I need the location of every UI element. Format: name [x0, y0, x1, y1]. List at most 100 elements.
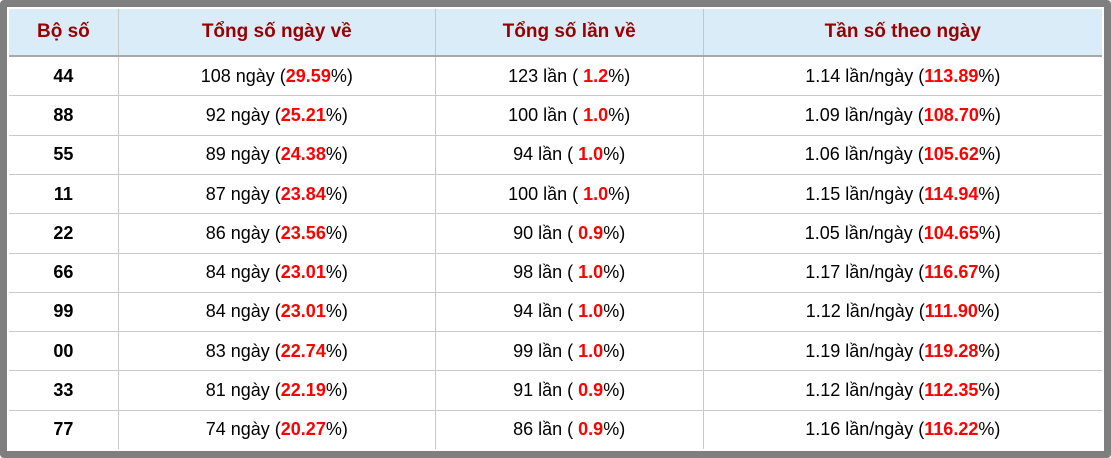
- freq-percent: 114.94: [924, 183, 979, 204]
- days-percent: 23.84: [280, 183, 326, 204]
- days-percent: 23.01: [280, 301, 326, 322]
- total-times-cell: 94 lần ( 1.0%): [434, 134, 704, 175]
- total-days-cell: 81 ngày (22.19%): [117, 370, 436, 411]
- total-days-cell: 84 ngày (23.01%): [117, 252, 436, 293]
- pair-number: 99: [9, 291, 119, 333]
- frequency-cell: 1.14 lần/ngày (113.89%): [702, 55, 1102, 97]
- pair-number: 55: [9, 134, 119, 175]
- freq-suffix: %): [977, 301, 1000, 322]
- days-text: 86 ngày (: [205, 222, 281, 243]
- table-row: 66 84 ngày (23.01%) 98 lần ( 1.0%) 1.17 …: [9, 252, 1102, 293]
- total-times-cell: 90 lần ( 0.9%): [434, 213, 704, 254]
- total-days-cell: 108 ngày (29.59%): [117, 55, 436, 97]
- total-days-cell: 84 ngày (23.01%): [117, 291, 436, 333]
- days-percent: 23.56: [280, 222, 326, 243]
- times-percent: 1.2: [583, 65, 609, 86]
- days-text: 81 ngày (: [205, 380, 281, 401]
- freq-suffix: %): [978, 65, 1001, 86]
- table-row: 00 83 ngày (22.74%) 99 lần ( 1.0%) 1.19 …: [9, 331, 1102, 372]
- days-suffix: %): [325, 144, 348, 165]
- pair-number: 88: [9, 95, 119, 136]
- total-times-cell: 123 lần ( 1.2%): [434, 55, 704, 97]
- freq-text: 1.06 lần/ngày (: [804, 144, 924, 165]
- total-days-cell: 92 ngày (25.21%): [117, 95, 436, 136]
- times-suffix: %): [608, 104, 631, 125]
- freq-percent: 116.67: [924, 262, 979, 283]
- days-text: 87 ngày (: [205, 183, 281, 204]
- pair-number: 33: [9, 370, 119, 411]
- days-percent: 22.19: [280, 380, 326, 401]
- frequency-cell: 1.15 lần/ngày (114.94%): [702, 173, 1102, 215]
- total-days-cell: 74 ngày (20.27%): [117, 409, 436, 449]
- days-suffix: %): [325, 301, 348, 322]
- frequency-cell: 1.19 lần/ngày (119.28%): [702, 331, 1102, 372]
- days-text: 83 ngày (: [205, 340, 281, 361]
- days-suffix: %): [325, 340, 348, 361]
- times-percent: 0.9: [578, 222, 604, 243]
- table-row: 88 92 ngày (25.21%) 100 lần ( 1.0%) 1.09…: [9, 95, 1102, 136]
- times-percent: 1.0: [578, 262, 604, 283]
- times-suffix: %): [603, 419, 626, 440]
- pair-number: 22: [9, 213, 119, 254]
- pair-number: 11: [9, 173, 119, 215]
- days-percent: 25.21: [280, 104, 326, 125]
- days-text: 92 ngày (: [205, 104, 281, 125]
- freq-percent: 112.35: [924, 380, 979, 401]
- times-percent: 1.0: [578, 301, 604, 322]
- times-suffix: %): [608, 65, 631, 86]
- times-text: 100 lần (: [508, 104, 584, 125]
- days-suffix: %): [325, 183, 348, 204]
- total-days-cell: 86 ngày (23.56%): [117, 213, 436, 254]
- times-text: 86 lần (: [513, 419, 579, 440]
- total-times-cell: 91 lần ( 0.9%): [434, 370, 704, 411]
- times-suffix: %): [603, 301, 626, 322]
- freq-percent: 108.70: [923, 104, 979, 125]
- times-percent: 1.0: [578, 340, 604, 361]
- freq-text: 1.15 lần/ngày (: [805, 183, 925, 204]
- days-percent: 23.01: [280, 262, 326, 283]
- days-text: 84 ngày (: [205, 301, 281, 322]
- total-times-cell: 100 lần ( 1.0%): [434, 173, 704, 215]
- freq-text: 1.09 lần/ngày (: [804, 104, 924, 125]
- freq-suffix: %): [978, 340, 1001, 361]
- header-frequency-per-day: Tần số theo ngày: [702, 9, 1102, 57]
- table-row: 99 84 ngày (23.01%) 94 lần ( 1.0%) 1.12 …: [9, 291, 1102, 333]
- freq-suffix: %): [978, 183, 1001, 204]
- days-suffix: %): [325, 104, 348, 125]
- times-percent: 0.9: [578, 419, 604, 440]
- freq-percent: 111.90: [924, 301, 978, 322]
- times-text: 100 lần (: [508, 183, 584, 204]
- freq-percent: 105.62: [923, 144, 979, 165]
- frequency-cell: 1.16 lần/ngày (116.22%): [702, 409, 1102, 449]
- freq-text: 1.14 lần/ngày (: [805, 65, 925, 86]
- header-pair-number: Bộ số: [9, 9, 119, 57]
- frequency-cell: 1.12 lần/ngày (112.35%): [702, 370, 1102, 411]
- frequency-cell: 1.05 lần/ngày (104.65%): [702, 213, 1102, 254]
- times-text: 94 lần (: [513, 301, 579, 322]
- pair-number: 77: [9, 409, 119, 449]
- freq-text: 1.19 lần/ngày (: [805, 340, 925, 361]
- frequency-cell: 1.17 lần/ngày (116.67%): [702, 252, 1102, 293]
- days-text: 74 ngày (: [205, 419, 281, 440]
- times-text: 99 lần (: [513, 340, 579, 361]
- total-times-cell: 94 lần ( 1.0%): [434, 291, 704, 333]
- times-suffix: %): [608, 183, 631, 204]
- times-percent: 1.0: [578, 144, 604, 165]
- freq-suffix: %): [978, 262, 1001, 283]
- header-row: Bộ số Tổng số ngày về Tổng số lần về Tần…: [9, 9, 1102, 57]
- freq-text: 1.16 lần/ngày (: [805, 419, 925, 440]
- freq-text: 1.17 lần/ngày (: [805, 262, 925, 283]
- table-row: 44 108 ngày (29.59%) 123 lần ( 1.2%) 1.1…: [9, 55, 1102, 97]
- total-times-cell: 100 lần ( 1.0%): [434, 95, 704, 136]
- freq-text: 1.12 lần/ngày (: [805, 380, 925, 401]
- times-text: 98 lần (: [513, 262, 579, 283]
- freq-suffix: %): [978, 104, 1001, 125]
- times-suffix: %): [603, 222, 626, 243]
- freq-text: 1.05 lần/ngày (: [804, 222, 924, 243]
- times-text: 90 lần (: [513, 222, 579, 243]
- frequency-cell: 1.09 lần/ngày (108.70%): [702, 95, 1102, 136]
- table-row: 33 81 ngày (22.19%) 91 lần ( 0.9%) 1.12 …: [9, 370, 1102, 411]
- days-suffix: %): [325, 419, 348, 440]
- total-days-cell: 87 ngày (23.84%): [117, 173, 436, 215]
